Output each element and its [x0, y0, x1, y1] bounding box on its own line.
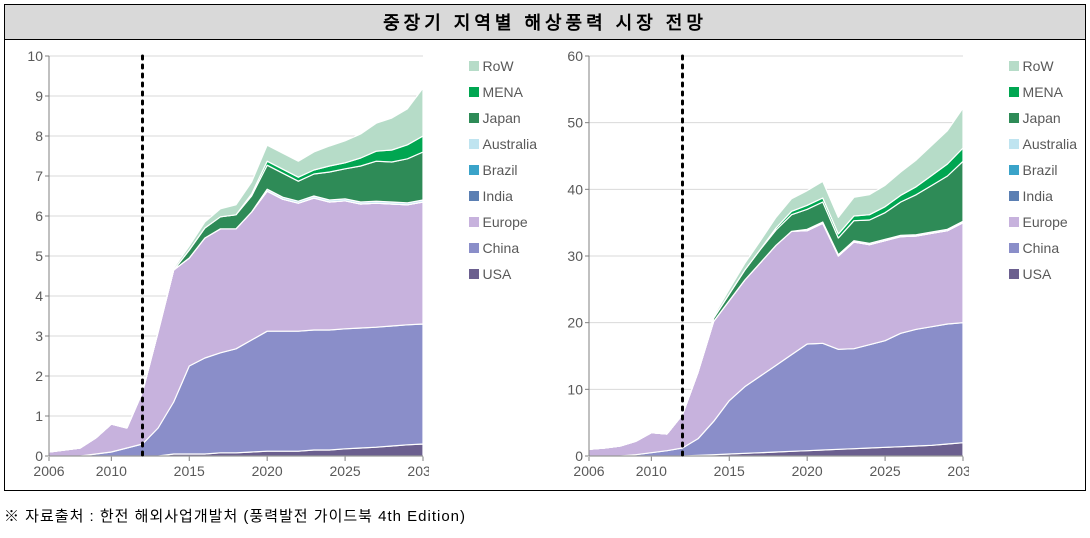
legend-item: Brazil: [469, 162, 537, 178]
legend-item: Australia: [469, 136, 537, 152]
svg-text:3: 3: [35, 328, 43, 344]
legend-item: Australia: [1009, 136, 1077, 152]
legend-item: Europe: [469, 214, 537, 230]
svg-text:2015: 2015: [174, 463, 205, 479]
legend-swatch: [469, 191, 479, 201]
legend-label: Australia: [1023, 136, 1077, 152]
legend-item: India: [469, 188, 537, 204]
svg-text:1: 1: [35, 408, 43, 424]
svg-text:10: 10: [567, 381, 583, 397]
svg-text:2: 2: [35, 368, 43, 384]
svg-text:2010: 2010: [96, 463, 127, 479]
legend-label: China: [483, 240, 520, 256]
legend-label: RoW: [483, 58, 514, 74]
legend-label: Australia: [483, 136, 537, 152]
legend-item: Europe: [1009, 214, 1077, 230]
legend-label: India: [1023, 188, 1053, 204]
svg-text:60: 60: [567, 48, 583, 64]
right-chart-panel: 0102030405060200620102015202020252030 Ro…: [545, 40, 1085, 490]
legend-item: Brazil: [1009, 162, 1077, 178]
legend-label: RoW: [1023, 58, 1054, 74]
charts-row: 012345678910200620102015202020252030 RoW…: [5, 40, 1085, 490]
legend-swatch: [1009, 139, 1019, 149]
legend-swatch: [469, 61, 479, 71]
svg-text:10: 10: [27, 48, 43, 64]
legend-label: Brazil: [1023, 162, 1058, 178]
legend-swatch: [469, 165, 479, 175]
figure-title: 중장기 지역별 해상풍력 시장 전망: [5, 5, 1085, 40]
legend-swatch: [469, 217, 479, 227]
right-chart-svg: 0102030405060200620102015202020252030: [549, 46, 969, 486]
legend-label: USA: [1023, 266, 1052, 282]
legend-label: Europe: [1023, 214, 1068, 230]
svg-text:9: 9: [35, 88, 43, 104]
legend-label: India: [483, 188, 513, 204]
legend-swatch: [469, 243, 479, 253]
legend-item: China: [1009, 240, 1077, 256]
svg-text:2020: 2020: [792, 463, 823, 479]
legend-item: Japan: [469, 110, 537, 126]
svg-text:2020: 2020: [252, 463, 283, 479]
legend-label: USA: [483, 266, 512, 282]
legend-swatch: [1009, 165, 1019, 175]
source-footnote: ※ 자료출처 : 한전 해외사업개발처 (풍력발전 가이드북 4th Editi…: [4, 505, 1086, 526]
svg-text:5: 5: [35, 248, 43, 264]
svg-text:2006: 2006: [33, 463, 64, 479]
svg-text:30: 30: [567, 248, 583, 264]
svg-text:50: 50: [567, 115, 583, 131]
svg-text:2010: 2010: [636, 463, 667, 479]
legend-label: Europe: [483, 214, 528, 230]
legend-item: USA: [1009, 266, 1077, 282]
svg-text:2025: 2025: [330, 463, 361, 479]
legend-item: RoW: [1009, 58, 1077, 74]
svg-text:2006: 2006: [573, 463, 604, 479]
legend-swatch: [469, 139, 479, 149]
left-chart-svg: 0 1 2 3 4 5 6 7 8 9 10 2006 2010 2015 2020 2025 2030: [9, 46, 429, 486]
legend-swatch: [469, 269, 479, 279]
legend-swatch: [469, 87, 479, 97]
legend-swatch: [1009, 269, 1019, 279]
left-legend: RoW MENA Japan Australia Brazil India Europe Ch…: [469, 58, 537, 292]
legend-label: China: [1023, 240, 1060, 256]
legend-swatch: [1009, 61, 1019, 71]
legend-item: China: [469, 240, 537, 256]
legend-swatch: [1009, 87, 1019, 97]
legend-swatch: [1009, 191, 1019, 201]
svg-text:0: 0: [35, 448, 43, 464]
svg-text:6: 6: [35, 208, 43, 224]
svg-text:4: 4: [35, 288, 43, 304]
legend-label: MENA: [1023, 84, 1063, 100]
legend-label: Japan: [483, 110, 521, 126]
svg-text:40: 40: [567, 181, 583, 197]
svg-text:2015: 2015: [714, 463, 745, 479]
legend-item: MENA: [1009, 84, 1077, 100]
legend-item: MENA: [469, 84, 537, 100]
legend-item: India: [1009, 188, 1077, 204]
legend-swatch: [1009, 243, 1019, 253]
legend-label: MENA: [483, 84, 523, 100]
svg-text:2030: 2030: [407, 463, 429, 479]
svg-text:2030: 2030: [947, 463, 969, 479]
svg-text:7: 7: [35, 168, 43, 184]
legend-item: Japan: [1009, 110, 1077, 126]
figure-container: 중장기 지역별 해상풍력 시장 전망 012345678910200620102…: [4, 4, 1086, 491]
svg-text:2025: 2025: [870, 463, 901, 479]
right-legend: RoW MENA Japan Australia Brazil India Europe Ch…: [1009, 58, 1077, 292]
legend-item: RoW: [469, 58, 537, 74]
legend-swatch: [469, 113, 479, 123]
svg-text:8: 8: [35, 128, 43, 144]
legend-swatch: [1009, 113, 1019, 123]
svg-text:20: 20: [567, 315, 583, 331]
legend-label: Brazil: [483, 162, 518, 178]
left-chart-panel: 0 1 2 3 4 5 6 7 8 9 10 2006 2010 2015 2020 2025 2030 RoW…: [5, 40, 545, 490]
svg-text:0: 0: [575, 448, 583, 464]
legend-label: Japan: [1023, 110, 1061, 126]
legend-swatch: [1009, 217, 1019, 227]
legend-item: USA: [469, 266, 537, 282]
